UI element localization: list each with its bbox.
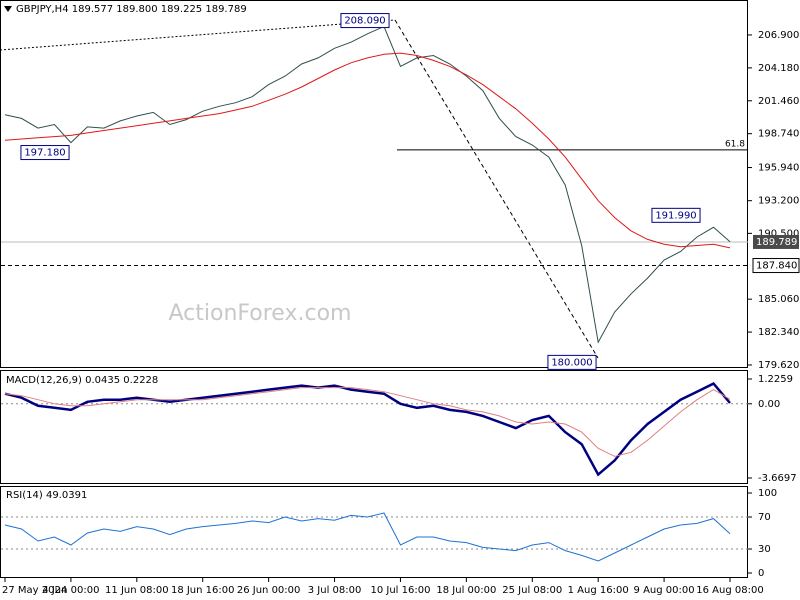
x-tick-label: 9 Aug 00:00 bbox=[634, 585, 695, 596]
y-tick-label: 201.460 bbox=[758, 96, 799, 107]
y-tick-label: 190.500 bbox=[758, 228, 799, 239]
current-price-label: 189.789 bbox=[756, 237, 797, 248]
annotation-label: 191.990 bbox=[655, 210, 696, 221]
x-tick-label: 16 Aug 08:00 bbox=[696, 585, 763, 596]
y-tick-label: 195.940 bbox=[758, 163, 799, 174]
y-tick-label: 182.340 bbox=[758, 327, 799, 338]
menu-icon bbox=[4, 6, 12, 12]
x-tick-label: 26 Jun 00:00 bbox=[237, 585, 301, 596]
annotation-box bbox=[340, 13, 390, 29]
y-tick-label: 204.180 bbox=[758, 63, 799, 74]
x-tick-label: 27 May 2024 bbox=[2, 585, 67, 596]
series-line bbox=[4, 512, 731, 562]
y-tick-label: 206.900 bbox=[758, 30, 799, 41]
macd-title: MACD(12,26,9) 0.0435 0.2228 bbox=[6, 375, 158, 386]
watermark: ActionForex.com bbox=[169, 301, 352, 326]
annotation-label: 208.090 bbox=[344, 16, 385, 27]
series-line bbox=[4, 25, 731, 344]
x-tick-label: 25 Jul 08:00 bbox=[502, 585, 562, 596]
y-tick-label: 185.060 bbox=[758, 294, 799, 305]
annotation-label: 197.180 bbox=[24, 148, 65, 159]
x-tick-label: 10 Jul 16:00 bbox=[370, 585, 430, 596]
rsi-title: RSI(14) 49.0391 bbox=[6, 490, 87, 501]
series-line bbox=[4, 387, 731, 457]
y-tick-label: -3.6697 bbox=[758, 473, 797, 484]
x-tick-label: 4 Jun 00:00 bbox=[42, 585, 99, 596]
x-tick-label: 18 Jul 00:00 bbox=[436, 585, 496, 596]
annotation-label: 180.000 bbox=[551, 357, 592, 368]
price-panel bbox=[0, 0, 748, 368]
x-tick-label: 11 Jun 08:00 bbox=[105, 585, 169, 596]
annotation-box bbox=[651, 207, 701, 223]
macd-panel bbox=[0, 370, 748, 484]
series-line bbox=[4, 382, 731, 477]
level-label: 187.840 bbox=[756, 261, 797, 272]
x-tick-label: 1 Aug 16:00 bbox=[568, 585, 629, 596]
current-price-box bbox=[753, 234, 799, 249]
y-tick-label: 193.200 bbox=[758, 196, 799, 207]
y-tick-label: 0.00 bbox=[758, 399, 780, 410]
price-title: GBPJPY,H4 189.577 189.800 189.225 189.78… bbox=[16, 4, 247, 15]
level-box bbox=[752, 258, 800, 274]
rsi-panel bbox=[0, 486, 748, 578]
y-tick-label: 179.620 bbox=[758, 360, 799, 371]
trend-line bbox=[0, 19, 396, 51]
y-tick-label: 30 bbox=[758, 544, 771, 555]
series-line bbox=[4, 52, 731, 249]
y-tick-label: 0 bbox=[758, 568, 764, 579]
y-tick-label: 70 bbox=[758, 512, 771, 523]
trend-line bbox=[394, 19, 599, 359]
annotation-box bbox=[20, 145, 70, 161]
x-tick-label: 18 Jun 16:00 bbox=[171, 585, 235, 596]
x-tick-label: 3 Jul 08:00 bbox=[308, 585, 362, 596]
y-tick-label: 198.740 bbox=[758, 129, 799, 140]
y-tick-label: 1.2259 bbox=[758, 374, 793, 385]
y-tick-label: 100 bbox=[758, 488, 777, 499]
annotation-box bbox=[547, 354, 597, 370]
fib-label: 61.8 bbox=[725, 139, 745, 149]
